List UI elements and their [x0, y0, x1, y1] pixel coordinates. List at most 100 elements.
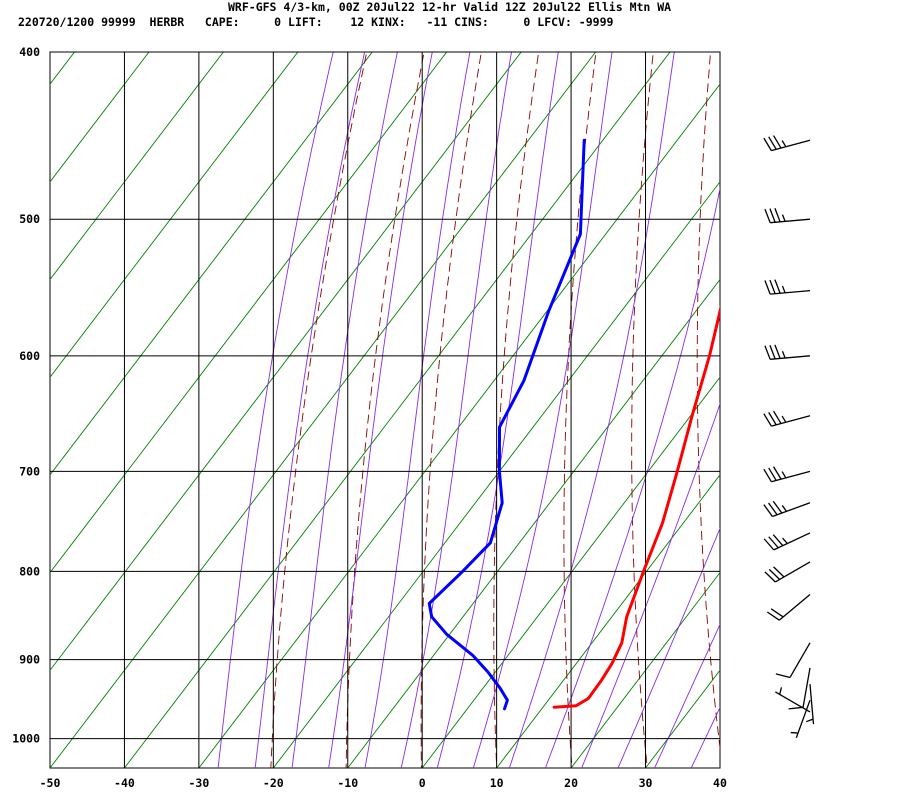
- isotherm-line: [272, 181, 720, 768]
- dry-adiabat-line: [563, 52, 597, 768]
- dry-adiabat-line: [822, 14, 876, 783]
- barb-flag-half: [790, 731, 799, 734]
- wind-barb: [764, 344, 811, 360]
- dry-adiabat-line: [631, 52, 654, 768]
- wind-barb: [764, 561, 811, 583]
- wind-barb: [763, 410, 811, 427]
- pressure-tick-label: 500: [19, 212, 40, 226]
- isotherm-line: [198, 83, 720, 768]
- plot-area: [49, 51, 721, 769]
- barb-staff: [770, 289, 811, 295]
- wind-barb: [764, 207, 811, 224]
- isotherm-line: [496, 474, 720, 768]
- moist-adiabat-line: [328, 52, 433, 768]
- pressure-tick-label: 900: [19, 653, 40, 667]
- barb-flag-full: [768, 412, 777, 426]
- isotherm-line: [50, 52, 373, 476]
- isotherm-line: [858, 14, 900, 783]
- barb-flag-full: [775, 673, 791, 679]
- wind-barb: [788, 667, 811, 710]
- barb-staff: [771, 470, 811, 483]
- temperature-tick-label: -50: [40, 776, 61, 790]
- barb-flag-full: [774, 344, 781, 359]
- barb-flag-half: [782, 537, 788, 544]
- moist-adiabat-line: [472, 52, 613, 768]
- dewpoint-profile: [427, 138, 586, 711]
- barb-staff: [771, 139, 811, 152]
- barb-flag-full: [768, 467, 777, 481]
- barb-staff: [802, 667, 811, 708]
- moist-adiabat-line: [617, 527, 720, 768]
- temperature-tick-label: 30: [639, 776, 653, 790]
- wind-barb: [766, 593, 811, 621]
- barb-flag-full: [763, 468, 772, 483]
- axis-ticks: 400 500 600 700 800 900 1000 -50 -40 -30 -20 -10 0 10…: [12, 45, 727, 790]
- barb-flag-full: [772, 410, 782, 424]
- plot-frame: [49, 51, 721, 769]
- adiabats: [0, 14, 900, 783]
- isotherm-line: [50, 52, 522, 672]
- pressure-tick-label: 400: [19, 45, 40, 59]
- isotherm-line: [570, 571, 720, 768]
- pressure-tick-label: 800: [19, 564, 40, 578]
- moist-adiabat-line: [581, 402, 720, 768]
- temperature-tick-label: -20: [263, 776, 284, 790]
- temperature-tick-label: 20: [564, 776, 578, 790]
- barb-staff: [789, 642, 811, 678]
- wind-barbs: [763, 135, 815, 738]
- barb-staff: [809, 684, 815, 725]
- profiles: [427, 138, 720, 711]
- isotherm-line: [50, 52, 448, 574]
- barb-flag-half: [781, 505, 788, 512]
- dry-adiabat-line: [882, 14, 900, 783]
- moist-adiabat-line: [654, 623, 720, 768]
- moist-adiabat-line: [508, 52, 675, 768]
- barb-staff: [772, 502, 811, 518]
- temperature-tick-label: -30: [188, 776, 209, 790]
- moist-adiabat-line: [364, 52, 471, 768]
- barb-flag-full: [769, 345, 776, 360]
- moist-adiabat-line: [436, 52, 559, 768]
- isotherm-line: [123, 52, 671, 768]
- barb-staff: [778, 593, 811, 621]
- temperature-tick-label: -40: [114, 776, 135, 790]
- header: WRF-GFS 4/3-km, 00Z 20Jul22 12-hr Valid …: [0, 0, 900, 36]
- barb-flag-full: [764, 571, 776, 583]
- wind-barb: [763, 466, 811, 483]
- barb-flag-full: [764, 208, 771, 223]
- temperature-tick-label: 0: [419, 776, 426, 790]
- barb-flag-half: [806, 718, 814, 723]
- barb-staff: [775, 561, 811, 583]
- isotherm-line: [347, 278, 720, 768]
- wind-barb: [775, 687, 811, 713]
- pressure-tick-label: 600: [19, 349, 40, 363]
- barb-flag-half: [781, 415, 787, 423]
- barb-flag-full: [772, 534, 784, 547]
- wind-barb: [806, 684, 815, 725]
- barb-flag-half: [779, 687, 783, 695]
- barb-flag-full: [768, 536, 779, 549]
- barb-flag-full: [774, 279, 781, 294]
- isotherm-line: [421, 376, 720, 768]
- isotherm-line: [719, 767, 720, 768]
- barb-flag-full: [768, 136, 777, 150]
- moist-adiabat-line: [721, 14, 900, 783]
- barb-staff: [771, 415, 811, 427]
- wind-barb: [790, 699, 811, 738]
- dry-adiabat-line: [761, 14, 800, 783]
- temperature-profile: [552, 304, 720, 709]
- barb-staff: [770, 218, 811, 224]
- barb-flag-full: [763, 538, 775, 551]
- isotherm-line: [50, 52, 150, 183]
- barb-flag-full: [769, 279, 776, 294]
- moist-adiabat-line: [217, 52, 334, 768]
- barb-flag-full: [768, 568, 781, 580]
- pressure-tick-label: 700: [19, 464, 40, 478]
- wind-barb: [763, 135, 811, 152]
- dry-adiabat-line: [420, 52, 482, 768]
- isotherm-line: [0, 14, 29, 783]
- moist-adiabat-line: [291, 52, 398, 768]
- barb-flag-half: [781, 214, 786, 222]
- wind-barb: [763, 532, 811, 551]
